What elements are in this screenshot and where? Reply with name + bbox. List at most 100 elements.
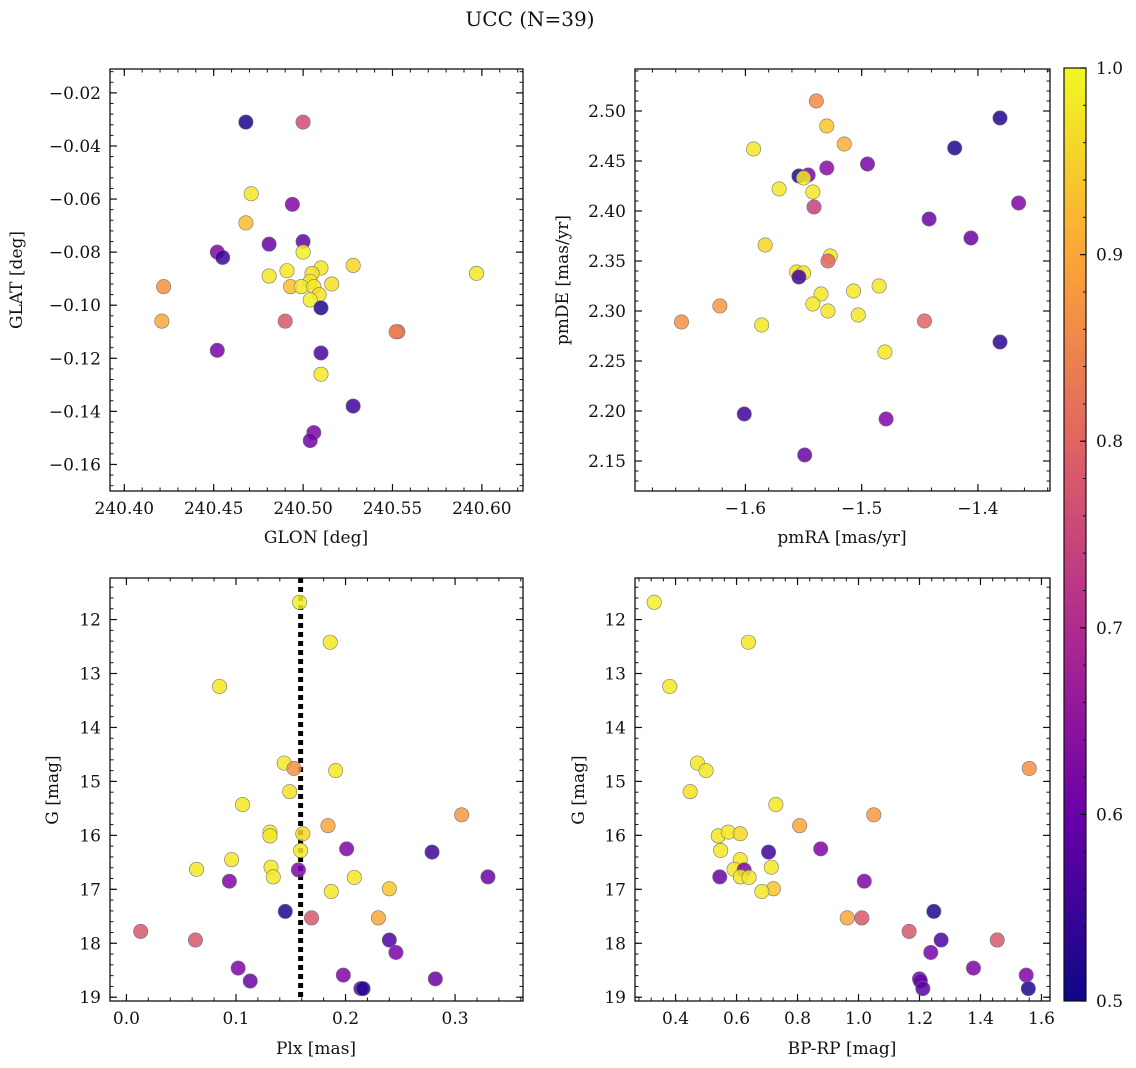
scatter-point (454, 807, 470, 823)
y-tick-label: 14 (604, 718, 626, 738)
scatter-point (819, 160, 835, 176)
scatter-point (345, 398, 361, 414)
scatter-point (878, 411, 894, 427)
scatter-point (947, 140, 963, 156)
y-tick-label: −0.08 (49, 243, 101, 263)
x-tick-label: −1.4 (957, 499, 998, 519)
scatter-point (854, 910, 870, 926)
ylabel-glat: GLAT [deg] (7, 231, 27, 329)
scatter-point (238, 114, 254, 130)
scatter-point (187, 932, 203, 948)
y-tick-label: 16 (79, 826, 101, 846)
scatter-point (388, 944, 404, 960)
y-tick-label: 17 (604, 880, 626, 900)
y-tick-label: 2.35 (588, 252, 626, 272)
scatter-point (322, 634, 338, 650)
scatter-point (820, 253, 836, 269)
scatter-point (859, 156, 875, 172)
scatter-point (754, 317, 770, 333)
y-tick-label: 14 (79, 718, 101, 738)
x-tick-label: 240.55 (363, 499, 422, 519)
scatter-point (713, 842, 729, 858)
scatter-point (768, 797, 784, 813)
scatter-point (819, 118, 835, 134)
scatter-point (313, 366, 329, 382)
y-tick-label: −0.06 (49, 190, 101, 210)
scatter-point (791, 269, 807, 285)
xlabel-bprp: BP-RP [mag] (788, 1039, 897, 1059)
panel-plx-g: Plx [mas] G [mag] 0.0 0.1 0.2 0.3 12 13 14 15 16… (43, 577, 524, 1059)
scatter-point (243, 186, 259, 202)
scatter-point (215, 249, 231, 265)
scatter-point (262, 828, 278, 844)
scatter-point (856, 873, 872, 889)
scatter-point (963, 230, 979, 246)
scatter-point (323, 883, 339, 899)
scatter-point (292, 594, 308, 610)
scatter-point (901, 923, 917, 939)
scatter-point (805, 184, 821, 200)
x-tick-label: 0.8 (784, 1009, 811, 1029)
y-tick-label: 2.45 (588, 152, 626, 172)
axes-frame (634, 68, 1051, 492)
scatter-point (295, 826, 311, 842)
y-tick-label: 2.25 (588, 352, 626, 372)
xlabel-plx: Plx [mas] (276, 1039, 356, 1059)
y-tick-label: 19 (79, 988, 101, 1008)
scatter-point (836, 136, 852, 152)
scatter-point (698, 763, 714, 779)
scatter-point (295, 244, 311, 260)
xlabel-pmra: pmRA [mas/yr] (777, 528, 906, 548)
scatter-point (339, 841, 355, 857)
scatter-point (740, 634, 756, 650)
scatter-point (261, 268, 277, 284)
y-tick-label: −0.12 (49, 349, 101, 369)
scatter-point (277, 313, 293, 329)
x-tick-label: 0.1 (222, 1009, 249, 1029)
scatter-point (741, 869, 757, 885)
scatter-points (646, 594, 1037, 997)
ylabel-g-left: G [mag] (43, 755, 63, 824)
scatter-point (238, 215, 254, 231)
colorbar-tick-label: 0.8 (1096, 432, 1123, 452)
scatter-point (346, 869, 362, 885)
scatter-point (846, 283, 862, 299)
y-tick-label: 18 (79, 934, 101, 954)
scatter-point (282, 784, 298, 800)
x-tick-label: 0.2 (332, 1009, 359, 1029)
x-tick-label: 1.2 (906, 1009, 933, 1029)
y-tick-label: 2.20 (588, 402, 626, 422)
x-tick-label: 0.4 (662, 1009, 689, 1029)
x-tick-label: 1.6 (1028, 1009, 1055, 1029)
x-tick-label: 240.50 (273, 499, 332, 519)
scatter-point (279, 263, 295, 279)
scatter-point (732, 826, 748, 842)
scatter-point (277, 903, 293, 919)
y-tick-label: 13 (604, 664, 626, 684)
y-tick-label: 15 (79, 772, 101, 792)
scatter-point (813, 841, 829, 857)
scatter-point (736, 406, 752, 422)
y-tick-label: −0.02 (49, 84, 101, 104)
scatter-point (813, 286, 829, 302)
axes-frame (109, 68, 524, 492)
scatter-point (712, 298, 728, 314)
scatter-point (965, 960, 981, 976)
scatter-point (1011, 195, 1027, 211)
y-tick-label: 19 (604, 988, 626, 1008)
scatter-point (866, 807, 882, 823)
y-tick-label: 12 (79, 611, 101, 631)
panel-bprp-g: BP-RP [mag] G [mag] 0.4 0.6 0.8 1.0 1.2 1.4 1.… (569, 577, 1055, 1059)
y-tick-label: −0.16 (49, 455, 101, 475)
x-tick-label: 240.40 (95, 499, 154, 519)
minor-ticks (635, 69, 1050, 492)
x-tick-label: 1.0 (845, 1009, 872, 1029)
colorbar-tick-label: 1.0 (1096, 59, 1123, 79)
scatter-point (189, 861, 205, 877)
scatter-point (682, 784, 698, 800)
scatter-point (771, 181, 787, 197)
scatter-point (209, 342, 225, 358)
scatter-point (992, 334, 1008, 350)
scatter-point (1020, 981, 1036, 997)
